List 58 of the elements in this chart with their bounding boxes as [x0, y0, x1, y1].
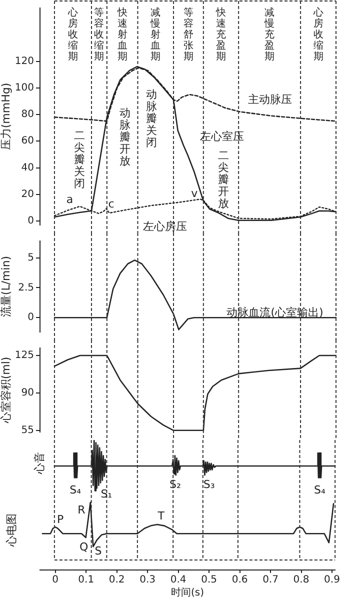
- y-tick-label: 125: [14, 350, 34, 362]
- y-tick-label: 0: [28, 312, 34, 324]
- y-axis-title: 心室容积(ml): [0, 356, 12, 424]
- annotation: 快速射血期: [116, 6, 128, 63]
- annotation: 二尖瓣关闭: [74, 129, 85, 190]
- x-tick-label: 0.1: [78, 574, 94, 586]
- y-tick-label: 60: [21, 136, 34, 147]
- annotation: S₂: [170, 478, 181, 491]
- y-tick-label: 0: [28, 216, 34, 227]
- annotation: S: [94, 544, 102, 558]
- y-axis-title: 流量(L/min): [0, 256, 12, 318]
- text: 心电图: [4, 514, 18, 548]
- annotation: S₃: [203, 478, 215, 491]
- annotation: 动脉瓣开放: [119, 106, 130, 168]
- annotation: 减慢射血期: [150, 6, 161, 63]
- x-axis-title: 时间(s): [171, 586, 204, 599]
- annotation: P: [57, 512, 64, 526]
- annotation: a: [66, 193, 74, 206]
- x-tick-label: 0.3: [140, 574, 156, 586]
- annotation: 动脉瓣关闭: [146, 88, 158, 150]
- x-tick-label: 0.5: [201, 574, 218, 586]
- annotation: 心房收缩期: [66, 6, 78, 63]
- annotation: 等容舒张期: [183, 6, 194, 63]
- annotation: c: [108, 197, 114, 210]
- y-tick-label: 120: [14, 56, 34, 67]
- annotation: 心房收缩期: [312, 6, 324, 63]
- x-tick-label: 0.9: [324, 574, 340, 586]
- y-axis-title: 压力(mmHg): [0, 82, 12, 150]
- annotation: S₁: [100, 488, 112, 501]
- y-tick-label: 80: [21, 109, 34, 120]
- series-label: 左心室压: [200, 130, 244, 143]
- x-tick-label: 0.2: [108, 574, 125, 586]
- text: 心音: [32, 452, 46, 475]
- y-tick-label: 55: [21, 424, 34, 436]
- x-tick-label: 0: [52, 574, 59, 586]
- y-tick-label: 5: [28, 252, 34, 264]
- x-tick-label: 0.8: [293, 574, 310, 586]
- annotation: T: [156, 509, 165, 522]
- annotation: 减慢充盈期: [264, 6, 275, 63]
- annotation: 等容收缩期: [94, 6, 104, 63]
- x-tick-label: 0.7: [262, 574, 278, 586]
- annotation: v: [191, 187, 198, 200]
- series-label: 动脉血流(心室输出): [226, 306, 324, 319]
- y-tick-label: 2.5: [18, 282, 34, 294]
- annotation: Q: [79, 540, 88, 554]
- series-label: 主动脉压: [248, 92, 292, 106]
- annotation: S₄: [314, 484, 326, 497]
- annotation: 二尖瓣开放: [218, 149, 229, 210]
- series-label: 左心房压: [143, 220, 187, 233]
- annotation: S₄: [70, 484, 82, 497]
- y-tick-label: 20: [21, 188, 34, 200]
- y-tick-label: 90: [21, 388, 34, 399]
- x-tick-label: 0.4: [170, 574, 186, 586]
- y-tick-label: 40: [21, 162, 34, 174]
- annotation: R: [78, 503, 86, 516]
- x-tick-label: 0.6: [232, 574, 248, 586]
- y-tick-label: 100: [14, 82, 34, 94]
- annotation: 快速充盈期: [214, 6, 226, 63]
